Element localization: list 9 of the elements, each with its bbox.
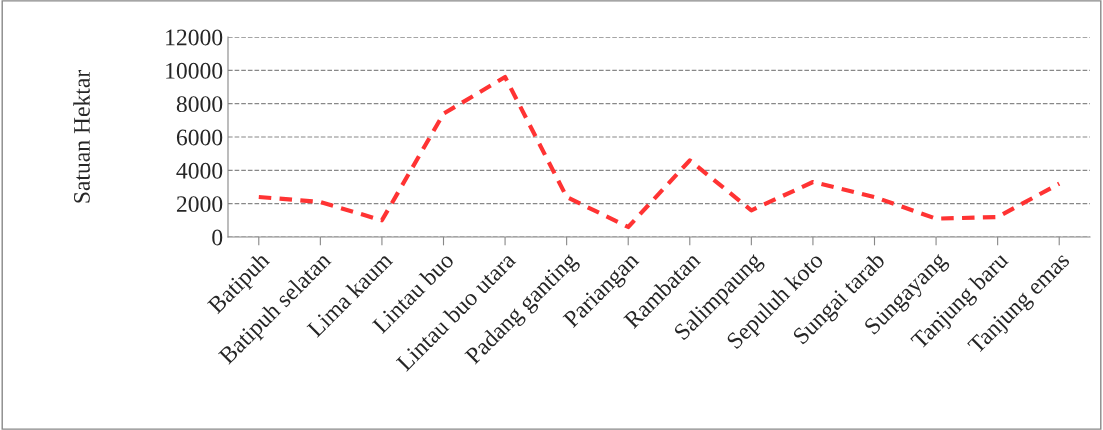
- y-tick-label: 12000: [166, 29, 223, 46]
- y-tick-label: 0: [212, 229, 223, 246]
- y-tick-label: 8000: [176, 96, 223, 113]
- y-tick-label: 2000: [176, 196, 223, 213]
- y-tick-label: 10000: [166, 62, 223, 79]
- y-axis-title: Satuan Hektar: [73, 70, 90, 203]
- line-series: [256, 74, 1062, 230]
- y-tick-label: 6000: [176, 129, 223, 146]
- y-tick-label: 4000: [176, 162, 223, 179]
